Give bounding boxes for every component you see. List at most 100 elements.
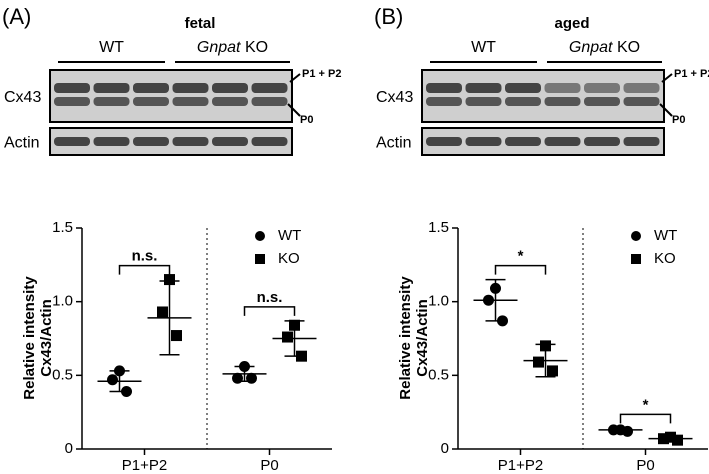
data-point bbox=[533, 356, 544, 368]
y-tick-label: 1.0 bbox=[428, 293, 449, 310]
band bbox=[54, 137, 90, 146]
band bbox=[54, 97, 90, 106]
significance-bracket bbox=[243, 306, 296, 316]
band bbox=[93, 83, 130, 93]
y-tick-label: 1.5 bbox=[428, 219, 449, 236]
y-axis-label: Cx43/Actin bbox=[414, 299, 431, 377]
data-point bbox=[658, 433, 669, 445]
data-point bbox=[497, 315, 508, 327]
band bbox=[544, 137, 581, 146]
group-name: WT bbox=[99, 39, 124, 56]
band bbox=[584, 97, 620, 106]
legend-marker bbox=[255, 231, 265, 241]
legend-label: WT bbox=[278, 227, 301, 244]
data-point bbox=[547, 365, 558, 377]
blot-row-label: Actin bbox=[376, 135, 412, 152]
data-point bbox=[483, 294, 494, 306]
band bbox=[623, 97, 660, 106]
band bbox=[133, 97, 169, 106]
group-label: WT bbox=[99, 39, 124, 56]
band-label: P0 bbox=[300, 114, 313, 126]
blot-box bbox=[421, 69, 665, 123]
y-tick-label: 1.0 bbox=[52, 293, 73, 310]
data-point bbox=[239, 360, 250, 372]
band bbox=[133, 137, 169, 146]
legend-marker bbox=[631, 231, 641, 241]
data-point bbox=[246, 372, 257, 384]
band bbox=[584, 83, 620, 93]
band bbox=[544, 83, 581, 93]
data-point bbox=[296, 350, 307, 362]
band bbox=[212, 97, 248, 106]
gene-name: Gnpat bbox=[569, 39, 613, 56]
group-label: Gnpat KO bbox=[197, 39, 268, 56]
data-point bbox=[608, 424, 619, 436]
x-tick-label: P0 bbox=[636, 457, 654, 474]
data-point bbox=[107, 374, 118, 386]
significance-label: * bbox=[643, 396, 649, 413]
significance-bracket bbox=[118, 264, 171, 275]
band-pointer bbox=[289, 73, 301, 83]
data-point bbox=[121, 386, 132, 398]
blot-row-label: Cx43 bbox=[4, 89, 41, 106]
data-point bbox=[540, 340, 551, 352]
legend-label: WT bbox=[654, 227, 677, 244]
band-label: P0 bbox=[672, 114, 685, 126]
band-pointer bbox=[661, 73, 673, 83]
condition-title: aged bbox=[554, 15, 589, 32]
band bbox=[465, 137, 502, 146]
band bbox=[172, 83, 209, 93]
band bbox=[251, 97, 288, 106]
group-name: KO bbox=[245, 39, 268, 56]
gene-name: Gnpat bbox=[197, 39, 241, 56]
data-point bbox=[665, 431, 676, 443]
group-label: Gnpat KO bbox=[569, 39, 640, 56]
band bbox=[251, 137, 288, 146]
panel-label: (A) bbox=[2, 4, 31, 29]
data-point bbox=[114, 365, 125, 377]
band-label: P1 + P2 bbox=[302, 68, 341, 80]
data-point bbox=[171, 330, 182, 342]
legend-label: KO bbox=[278, 250, 300, 267]
band-pointer bbox=[659, 103, 673, 117]
blot-row-label: Cx43 bbox=[376, 89, 413, 106]
significance-label: n.s. bbox=[132, 248, 158, 265]
data-point bbox=[672, 434, 683, 446]
significance-bracket bbox=[494, 264, 547, 275]
band bbox=[172, 137, 209, 146]
y-axis-label: Relative intensity bbox=[21, 276, 38, 400]
band bbox=[465, 97, 502, 106]
band bbox=[544, 97, 581, 106]
legend-marker bbox=[631, 254, 641, 264]
band bbox=[426, 83, 462, 93]
band bbox=[93, 97, 130, 106]
data-point bbox=[289, 319, 300, 331]
group-label: WT bbox=[471, 39, 496, 56]
band bbox=[623, 137, 660, 146]
group-name: WT bbox=[471, 39, 496, 56]
y-tick-label: 0 bbox=[441, 440, 449, 457]
significance-label: * bbox=[518, 248, 524, 265]
band bbox=[133, 83, 169, 93]
band bbox=[212, 137, 248, 146]
band bbox=[505, 137, 541, 146]
band bbox=[251, 83, 288, 93]
group-name: KO bbox=[617, 39, 640, 56]
band bbox=[584, 137, 620, 146]
band bbox=[505, 83, 541, 93]
significance-label: n.s. bbox=[257, 289, 283, 306]
y-axis-label: Cx43/Actin bbox=[38, 299, 55, 377]
panel-label: (B) bbox=[374, 4, 403, 29]
data-point bbox=[157, 306, 168, 318]
band-pointer bbox=[287, 103, 301, 117]
band bbox=[54, 83, 90, 93]
data-point bbox=[282, 331, 293, 343]
legend-marker bbox=[255, 254, 265, 264]
blot-row-label: Actin bbox=[4, 135, 40, 152]
y-tick-label: 1.5 bbox=[52, 219, 73, 236]
y-axis-label: Relative intensity bbox=[397, 276, 414, 400]
y-tick-label: 0.5 bbox=[428, 366, 449, 383]
band bbox=[426, 97, 462, 106]
data-point bbox=[232, 372, 243, 384]
